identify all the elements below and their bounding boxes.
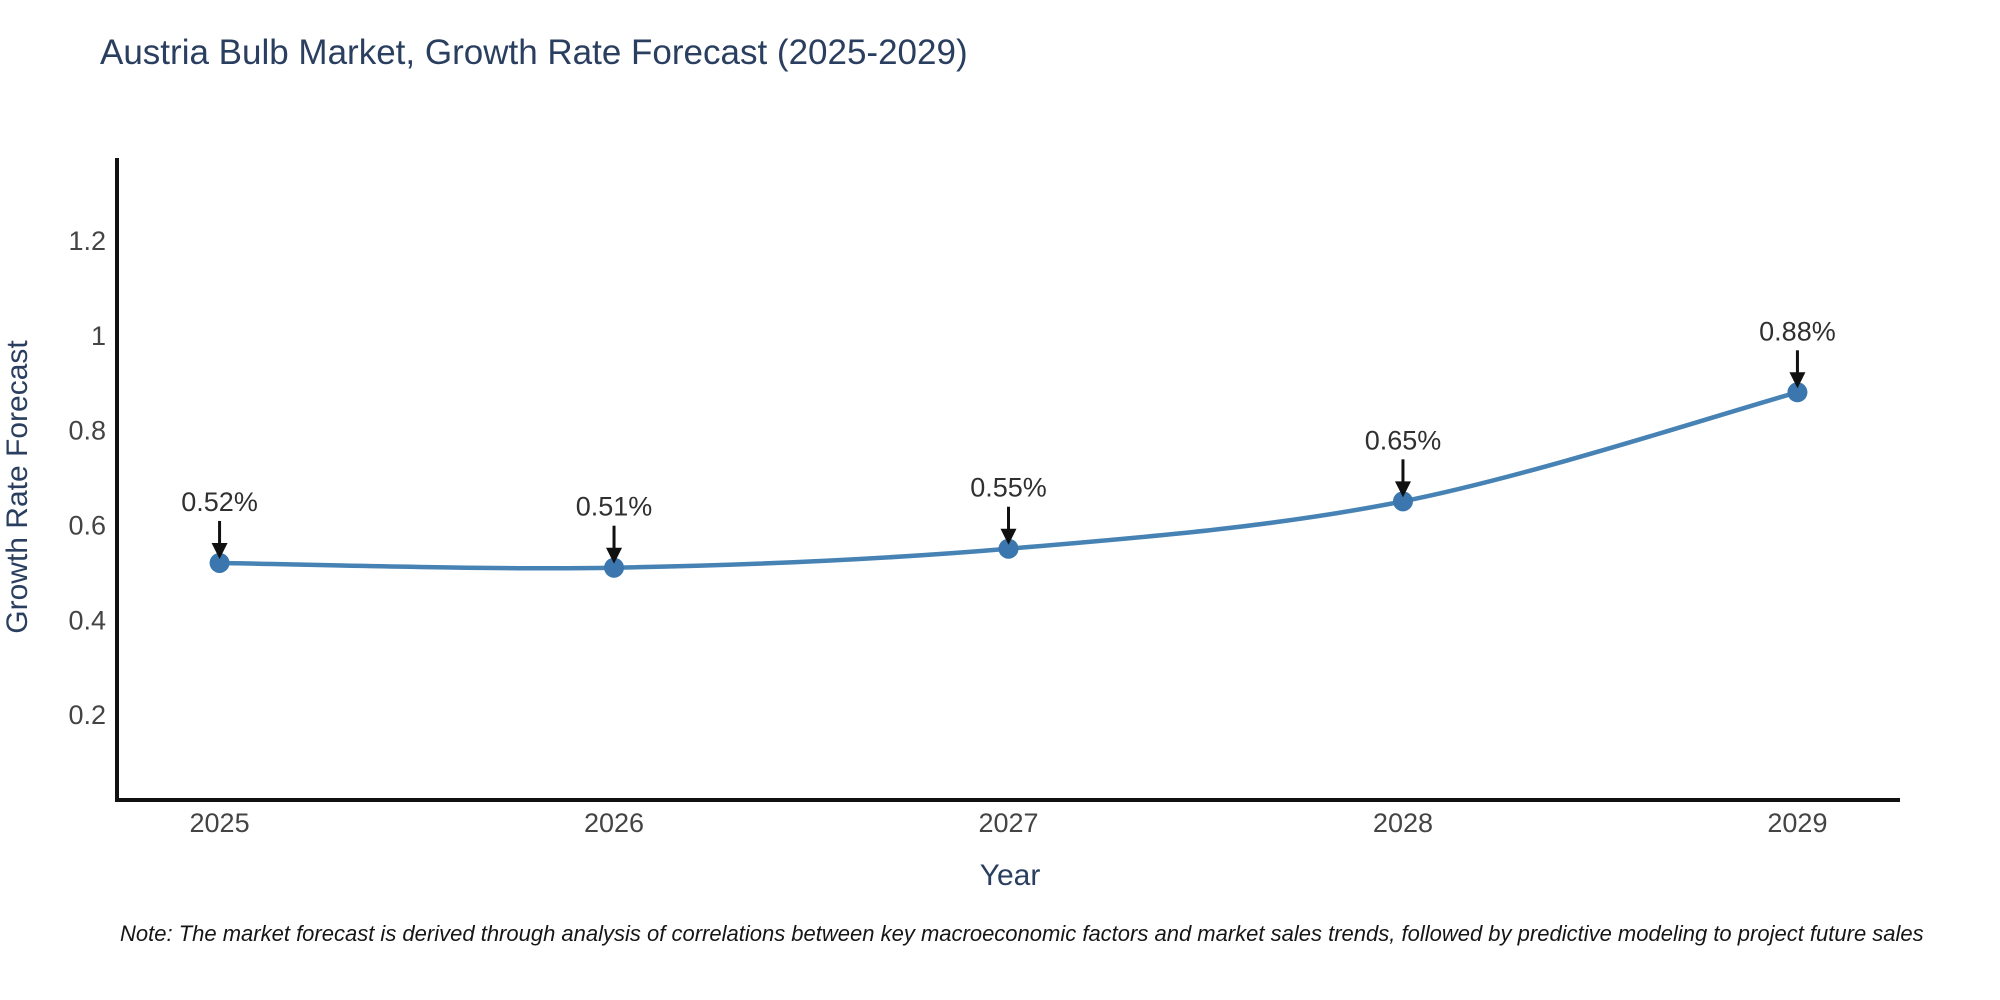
y-tick-label: 1 xyxy=(91,321,106,351)
annotation-arrow-head xyxy=(1789,372,1806,389)
data-point-label: 0.88% xyxy=(1759,316,1836,346)
annotation-arrow-head xyxy=(211,542,228,559)
data-point-marker xyxy=(1787,382,1808,403)
y-tick-label: 1.2 xyxy=(68,226,106,256)
data-point-label: 0.51% xyxy=(576,492,653,522)
plot-area: 0.2 0.4 0.6 0.8 1 1.2 2025 2026 2027 2028 2029 0.52… xyxy=(68,226,1835,838)
y-tick-label: 0.8 xyxy=(68,416,106,446)
x-tick-label: 2029 xyxy=(1767,808,1827,838)
data-point-marker xyxy=(604,557,625,578)
y-axis-title: Growth Rate Forecast xyxy=(1,340,34,634)
data-point-label: 0.52% xyxy=(181,487,258,517)
chart-title: Austria Bulb Market, Growth Rate Forecas… xyxy=(100,33,968,72)
data-point-marker xyxy=(1392,491,1413,512)
y-tick-label: 0.2 xyxy=(68,700,106,730)
y-tick-label: 0.4 xyxy=(68,605,106,635)
y-tick-label: 0.6 xyxy=(68,510,106,540)
annotation-arrow-head xyxy=(1394,481,1411,498)
data-point-marker xyxy=(998,538,1019,559)
data-point-label: 0.55% xyxy=(970,473,1047,503)
annotation-arrow-head xyxy=(1000,528,1017,545)
annotation-arrow-head xyxy=(606,547,623,564)
x-tick-label: 2026 xyxy=(584,808,644,838)
data-point-marker xyxy=(209,552,230,573)
x-tick-label: 2027 xyxy=(978,808,1038,838)
data-point-label: 0.65% xyxy=(1365,425,1442,455)
footnote: Note: The market forecast is derived thr… xyxy=(120,921,1924,946)
x-tick-label: 2028 xyxy=(1373,808,1433,838)
x-axis-title: Year xyxy=(980,859,1041,892)
x-tick-label: 2025 xyxy=(190,808,250,838)
